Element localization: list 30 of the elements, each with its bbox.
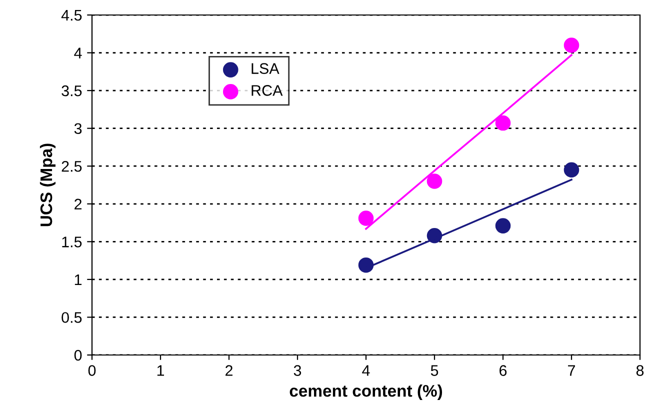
y-tick-label: 1.5: [62, 236, 82, 248]
x-axis-title: cement content (%): [290, 384, 442, 400]
y-tick-label: 4.5: [61, 10, 82, 21]
y-tick-label: 0: [74, 350, 82, 361]
point: [358, 257, 374, 273]
point: [495, 218, 511, 234]
point: [495, 115, 511, 131]
y-tick-label: 2: [74, 198, 82, 210]
x-tick-label: 4: [362, 365, 370, 376]
x-tick-label: 3: [294, 365, 302, 376]
y-axis-title: UCS (Mpa): [40, 144, 56, 226]
point: [564, 38, 580, 53]
legend-label: RCA: [252, 85, 283, 96]
x-tick-label: 5: [430, 365, 438, 376]
y-tick-label: 1: [74, 274, 82, 285]
y-tick-label: 2.5: [62, 160, 82, 172]
y-tick-label: 4: [74, 48, 82, 58]
x-tick-label: 7: [568, 365, 575, 376]
point: [426, 174, 442, 189]
legend-label: LSA: [252, 63, 280, 74]
point: [358, 210, 374, 226]
x-tick-label: 8: [636, 365, 644, 376]
y-tick-label: 3: [74, 123, 82, 134]
y-tick-label: 3.5: [62, 85, 82, 96]
x-tick-label: 6: [500, 365, 507, 376]
x-tick-label: 1: [157, 365, 164, 376]
point: [564, 162, 580, 178]
x-tick-label: 0: [88, 365, 96, 376]
x-tick-label: 2: [226, 365, 232, 376]
y-tick-label: 0.5: [62, 312, 82, 323]
